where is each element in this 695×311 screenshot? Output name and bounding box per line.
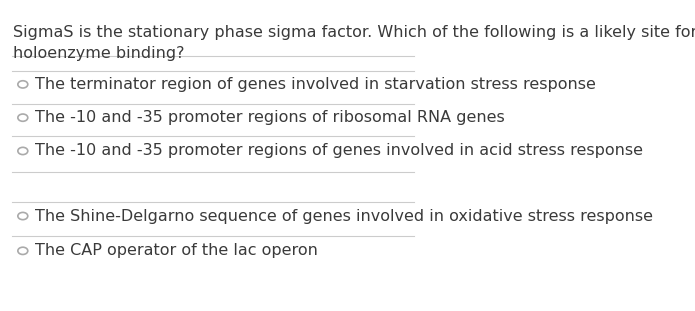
Text: The terminator region of genes involved in starvation stress response: The terminator region of genes involved … (35, 77, 596, 92)
Text: The -10 and -35 promoter regions of ribosomal RNA genes: The -10 and -35 promoter regions of ribo… (35, 110, 505, 125)
Text: The CAP operator of the lac operon: The CAP operator of the lac operon (35, 243, 318, 258)
Text: The Shine-Delgarno sequence of genes involved in oxidative stress response: The Shine-Delgarno sequence of genes inv… (35, 209, 653, 224)
Text: SigmaS is the stationary phase sigma factor. Which of the following is a likely : SigmaS is the stationary phase sigma fac… (13, 26, 695, 61)
Text: The -10 and -35 promoter regions of genes involved in acid stress response: The -10 and -35 promoter regions of gene… (35, 143, 644, 159)
